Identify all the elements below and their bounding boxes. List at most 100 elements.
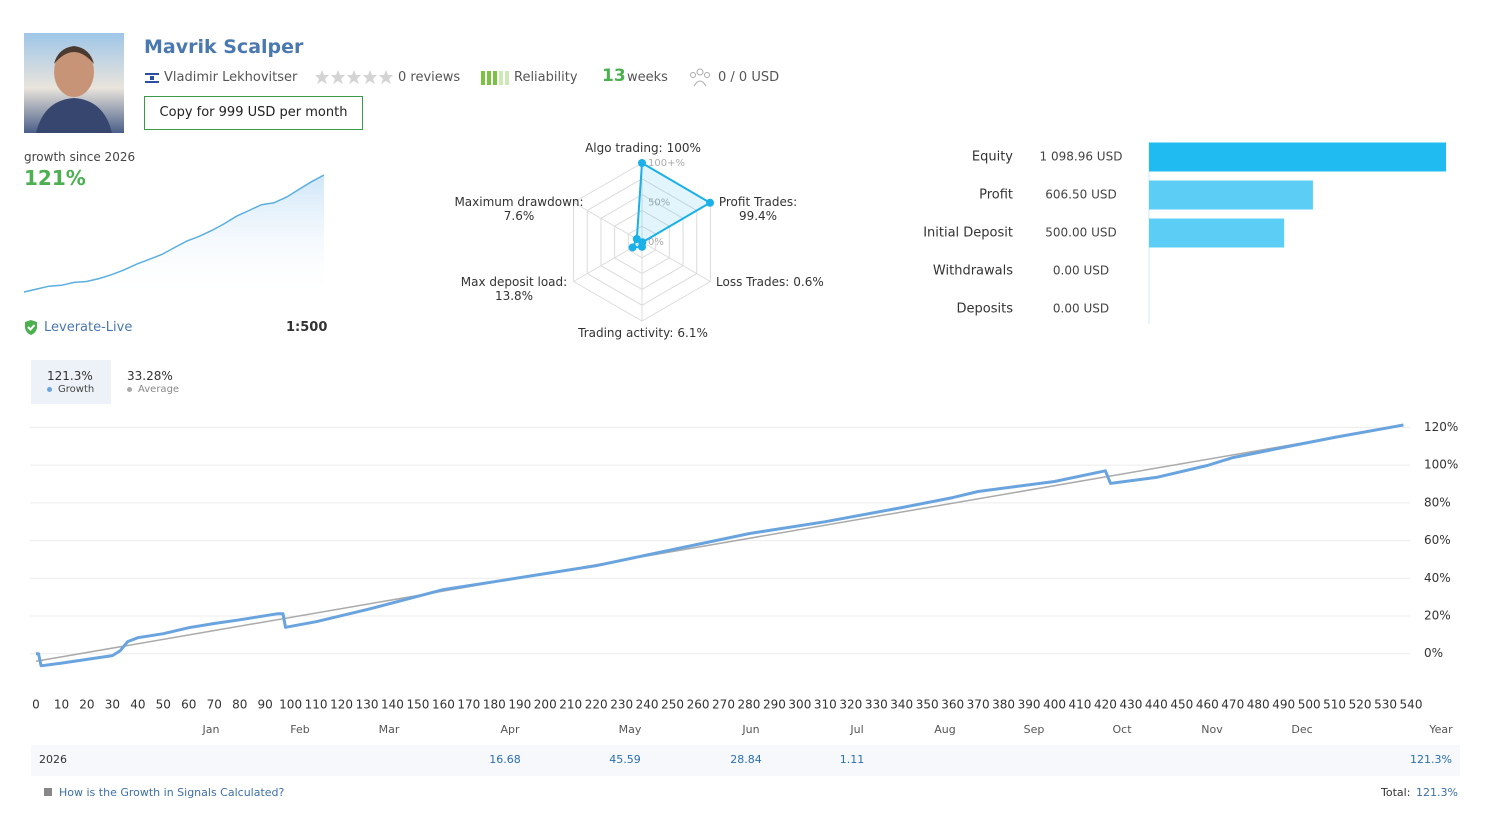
radar-label: Algo trading: 100% [585,141,701,155]
x-tick-label: 330 [865,698,888,712]
month-header: Feb [290,723,309,736]
month-value: 28.84 [730,753,762,766]
legend-value[interactable]: 33.28% [127,369,173,383]
x-tick-label: 170 [457,698,480,712]
radar-category: Maximum drawdown: [454,195,583,209]
x-tick-label: 300 [788,698,811,712]
x-tick-label: 290 [763,698,786,712]
bar-value-label: 0.00 USD [1053,302,1109,316]
radar-point [638,159,646,167]
x-tick-label: 60 [181,698,196,712]
x-tick-label: 540 [1400,698,1423,712]
legend-entry[interactable]: Growth [47,384,94,395]
radar-label: Maximum drawdown: 7.6% [454,195,583,223]
help-link[interactable]: How is the Growth in Signals Calculated? [59,786,285,799]
month-header: Apr [500,723,520,736]
x-tick-label: 460 [1196,698,1219,712]
x-tick-label: 470 [1221,698,1244,712]
x-tick-label: 380 [992,698,1015,712]
x-tick-label: 180 [483,698,506,712]
month-header: Oct [1112,723,1132,736]
radar-label: Max deposit load: 13.8% [461,275,567,303]
radar-category: Profit Trades: [719,195,797,209]
radar-spoke [641,241,711,282]
y-tick-label: 60% [1424,533,1451,547]
x-tick-label: 260 [687,698,710,712]
subscribers: 0 / 0 USD [718,70,780,85]
bar-category: Initial Deposit [923,226,1013,241]
month-header: Jul [849,723,863,736]
y-tick-label: 120% [1424,420,1458,434]
x-tick-label: 370 [967,698,990,712]
x-tick-label: 530 [1374,698,1397,712]
x-tick-label: 510 [1323,698,1346,712]
x-tick-label: 280 [738,698,761,712]
bar-category: Withdrawals [933,264,1013,279]
rating-stars [315,70,393,84]
weeks-count: 13 [602,66,626,86]
x-tick-label: 70 [207,698,222,712]
radar-value: 100% [667,141,701,155]
month-header: Jan [202,723,220,736]
radar-label: Profit Trades: 99.4% [719,195,797,223]
x-tick-label: 500 [1298,698,1321,712]
x-tick-label: 240 [636,698,659,712]
legend-entry[interactable]: Average [127,384,179,395]
x-tick-label: 480 [1247,698,1270,712]
month-header: Aug [934,723,955,736]
radar-value: 13.8% [495,289,533,303]
bar [1149,218,1285,248]
x-tick-label: 520 [1349,698,1372,712]
bar-value-label: 606.50 USD [1045,188,1116,202]
radar-point [706,198,715,207]
month-value: 1.11 [840,753,865,766]
y-tick-label: 100% [1424,458,1458,472]
reviews[interactable]: 0 reviews [398,70,461,85]
x-tick-label: 50 [156,698,171,712]
copy-button[interactable]: Copy for 999 USD per month [144,96,363,130]
legend-value[interactable]: 121.3% [47,369,93,383]
month-header: Sep [1024,723,1045,736]
x-tick-label: 40 [130,698,145,712]
sparkline [23,174,325,293]
month-header: Jun [741,723,759,736]
y-tick-label: 40% [1424,571,1451,585]
x-tick-label: 490 [1272,698,1295,712]
month-value: 121.3% [1410,753,1452,766]
radar-spoke [573,202,643,243]
month-value: 16.68 [489,753,521,766]
month-header: May [619,723,642,736]
month-header: Mar [379,723,400,736]
reliability-bars [481,71,509,85]
month-header: Nov [1201,723,1223,736]
growth-value: 121% [24,166,86,190]
radar-category: Loss Trades: [716,275,789,289]
radar-tick-label: 0% [648,237,664,248]
signal-name[interactable]: Mavrik Scalper [144,36,304,58]
x-tick-label: 190 [508,698,531,712]
total-value: 121.3% [1416,786,1458,799]
y-tick-label: 20% [1424,609,1451,623]
sparkline-area [24,175,324,300]
flag-icon [145,72,159,84]
subscribers-icon [690,68,710,87]
x-tick-label: 450 [1170,698,1193,712]
bar-category: Deposits [957,302,1014,317]
author[interactable]: Vladimir Lekhovitser [164,70,298,85]
x-tick-label: 360 [941,698,964,712]
x-tick-label: 320 [839,698,862,712]
x-tick-label: 30 [105,698,120,712]
x-tick-label: 150 [406,698,429,712]
x-tick-label: 0 [32,698,40,712]
bar-value-label: 0.00 USD [1053,264,1109,278]
x-tick-label: 350 [916,698,939,712]
legend-name: Average [138,384,180,395]
verified-icon [25,320,37,335]
broker[interactable]: Leverate-Live [44,320,133,335]
radar-label: Loss Trades: 0.6% [716,275,824,289]
x-tick-label: 100 [279,698,302,712]
help-icon [44,788,52,796]
radar-category: Trading activity: [577,326,673,340]
